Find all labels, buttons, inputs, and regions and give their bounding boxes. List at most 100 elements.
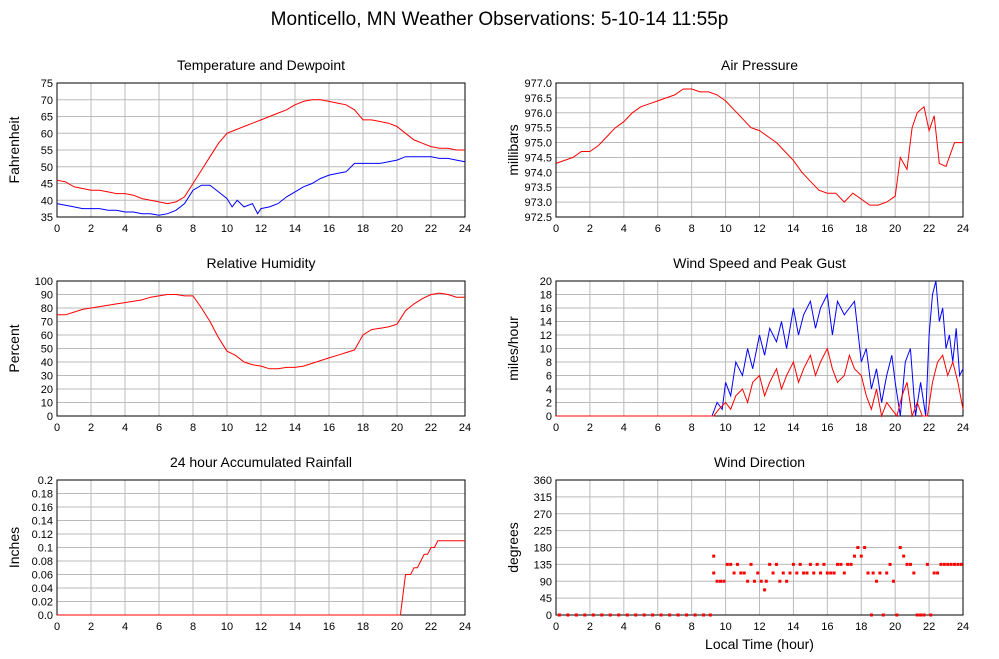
data-point [949,562,953,566]
data-point [742,571,746,575]
data-point [600,613,604,617]
data-point [942,562,946,566]
y-tick-label: 0.2 [38,475,53,487]
x-tick-label: 22 [923,223,935,235]
x-tick-label: 20 [889,422,901,434]
data-point [718,579,722,583]
x-tick-label: 22 [425,223,437,235]
x-tick-label: 4 [122,422,128,434]
x-tick-label: 4 [621,223,627,235]
data-point [822,562,826,566]
x-tick-label: 24 [957,422,969,434]
data-point [778,579,782,583]
y-tick-label: 315 [534,492,552,504]
wind-chart-title: Wind Speed and Peak Gust [673,255,846,271]
x-tick-label: 16 [821,223,833,235]
x-tick-label: 8 [689,621,695,633]
data-point [764,579,768,583]
y-tick-label: 20 [540,276,552,288]
data-point [768,562,772,566]
x-tick-label: 16 [323,223,335,235]
data-point [625,613,629,617]
data-point [749,562,753,566]
data-point [932,571,936,575]
y-tick-label: 135 [534,559,552,571]
y-tick-label: 20 [41,384,53,396]
data-point [905,562,909,566]
x-tick-label: 10 [719,621,731,633]
y-tick-label: 977.0 [524,78,552,90]
data-point [881,613,885,617]
data-point [746,579,750,583]
x-tick-label: 12 [753,621,765,633]
data-point [859,554,863,558]
x-tick-label: 4 [621,422,627,434]
x-tick-label: 2 [88,621,94,633]
x-tick-label: 20 [889,223,901,235]
data-point [885,571,889,575]
y-tick-label: 50 [41,344,53,356]
y-tick-label: 70 [41,95,53,107]
data-point [836,562,840,566]
pressure-series-line-0 [555,88,963,206]
data-point [936,571,940,575]
data-point [856,546,860,549]
data-point [785,579,789,583]
data-point [634,613,638,617]
wind-series-line-1 [556,347,964,418]
y-tick-label: 30 [41,371,53,383]
data-point [922,613,926,617]
x-tick-label: 18 [357,223,369,235]
data-point [842,571,846,575]
data-point [708,613,712,617]
data-point [668,613,672,617]
y-tick-label: 45 [41,179,53,191]
pressure-chart-title: Air Pressure [721,57,798,73]
data-point [693,613,697,617]
y-tick-label: 0 [47,411,53,423]
data-point [866,571,870,575]
y-tick-label: 0 [546,411,552,423]
humidity-y-axis-label: Percent [6,324,22,372]
data-point [946,562,950,566]
y-tick-label: 4 [546,384,552,396]
y-tick-label: 10 [540,344,552,356]
x-tick-label: 18 [855,223,867,235]
plot-frame [555,479,964,616]
plot-frame [555,82,964,218]
direction-series [557,546,963,617]
x-tick-label: 12 [255,621,267,633]
temp-series-line-1 [56,156,466,216]
y-tick-label: 360 [534,475,552,487]
data-point [712,554,716,558]
x-tick-label: 0 [553,223,559,235]
data-point [953,562,957,566]
plot-frame [555,280,964,417]
y-tick-label: 90 [540,576,552,588]
y-tick-label: 50 [41,162,53,174]
x-tick-label: 24 [459,422,471,434]
y-tick-label: 80 [41,303,53,315]
data-point [715,579,719,583]
temp-chart-title: Temperature and Dewpoint [177,57,345,73]
x-tick-label: 16 [821,422,833,434]
x-tick-label: 6 [655,422,661,434]
humidity-chart-title: Relative Humidity [207,255,316,271]
y-tick-label: 16 [540,303,552,315]
x-tick-label: 14 [787,223,799,235]
y-tick-label: 45 [540,593,552,605]
data-point [929,613,933,617]
y-tick-label: 972.5 [524,212,552,224]
data-point [557,613,561,617]
data-point [902,554,906,558]
direction-x-axis-label: Local Time (hour) [705,636,814,652]
x-tick-label: 20 [889,621,901,633]
x-tick-label: 24 [957,223,969,235]
x-tick-label: 0 [54,223,60,235]
y-tick-label: 60 [41,128,53,140]
x-tick-label: 22 [923,621,935,633]
x-tick-label: 16 [821,621,833,633]
x-tick-label: 2 [88,422,94,434]
